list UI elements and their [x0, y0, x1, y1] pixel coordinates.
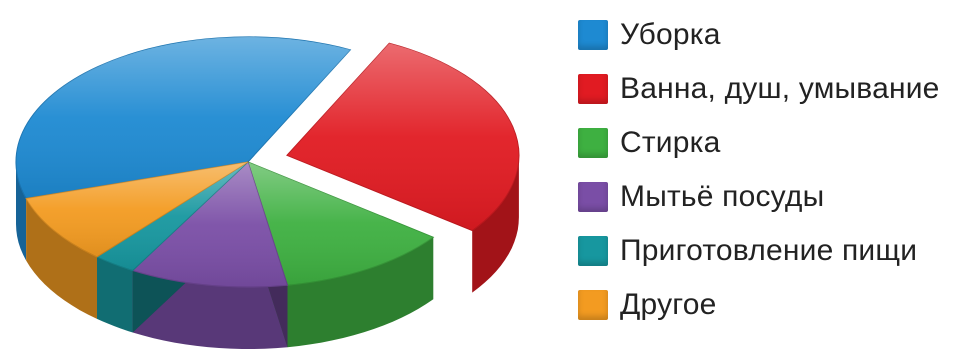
- pie-slice-gloss-other: [26, 162, 248, 257]
- legend-item-dishwashing: Мытьё посуды: [578, 170, 968, 224]
- pie-chart: [15, 36, 520, 349]
- pie-slice-gloss-cooking: [97, 162, 248, 271]
- pie-slice-side-laundry: [287, 237, 434, 348]
- pie-slice-side-cooking: [97, 256, 133, 333]
- pie-slice-side-cleaning: [16, 162, 27, 261]
- pie-slice-gloss-bathing: [286, 43, 519, 231]
- pie-slice-side-bathing: [472, 155, 519, 293]
- legend-label-dishwashing: Мытьё посуды: [620, 180, 825, 213]
- legend-item-other: Другое: [578, 278, 968, 332]
- pie-slice-gloss-laundry: [248, 162, 434, 286]
- legend-swatch-bathing: [578, 74, 608, 104]
- legend-label-cleaning: Уборка: [620, 18, 721, 51]
- legend: Уборка Ванна, душ, умывание Стирка Мытьё…: [578, 8, 968, 332]
- legend-label-bathing: Ванна, душ, умывание: [620, 72, 940, 105]
- legend-swatch-laundry: [578, 128, 608, 158]
- legend-swatch-cooking: [578, 236, 608, 266]
- pie-chart-svg: [15, 36, 520, 349]
- legend-swatch-dishwashing: [578, 182, 608, 212]
- pie-slice-gloss-dishwashing: [132, 162, 288, 288]
- legend-item-laundry: Стирка: [578, 116, 968, 170]
- legend-label-laundry: Стирка: [620, 126, 721, 159]
- pie-tops: [15, 36, 520, 288]
- legend-swatch-cleaning: [578, 20, 608, 50]
- legend-label-other: Другое: [620, 288, 717, 321]
- legend-item-cleaning: Уборка: [578, 8, 968, 62]
- legend-item-bathing: Ванна, душ, умывание: [578, 62, 968, 116]
- legend-label-cooking: Приготовление пищи: [620, 234, 918, 267]
- pie-slice-side-other: [26, 198, 98, 319]
- pie-slice-gloss-cleaning: [15, 36, 351, 199]
- legend-swatch-other: [578, 290, 608, 320]
- legend-item-cooking: Приготовление пищи: [578, 224, 968, 278]
